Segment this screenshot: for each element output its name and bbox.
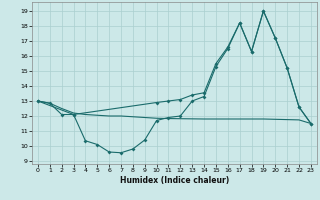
X-axis label: Humidex (Indice chaleur): Humidex (Indice chaleur) <box>120 176 229 185</box>
